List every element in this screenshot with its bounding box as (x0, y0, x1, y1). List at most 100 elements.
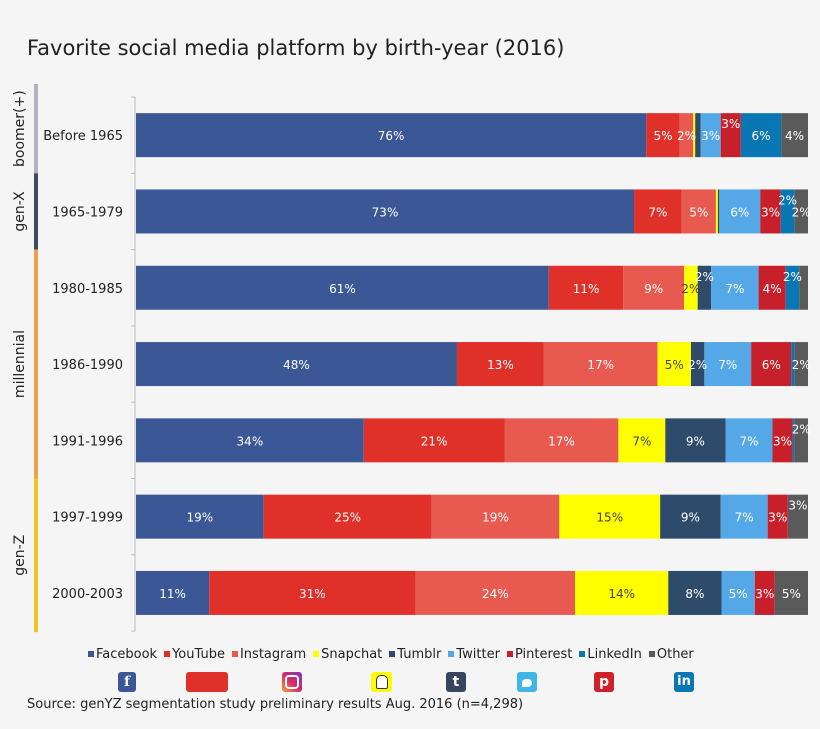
bar-segment-youtube (209, 570, 416, 615)
category-label: 1986-1990 (52, 358, 123, 373)
group-bar-gen-Z (34, 478, 38, 633)
legend-swatch (231, 651, 238, 657)
bar-segment-linkedin (791, 342, 795, 387)
tumblr-icon: t (446, 672, 466, 692)
bar-segment-youtube (548, 265, 624, 310)
category-label: 1991-1996 (52, 434, 123, 449)
data-label: 15% (596, 511, 623, 525)
bar-segment-tumblr (660, 494, 721, 539)
legend-item: Other (648, 647, 694, 662)
data-label: 5% (653, 129, 672, 143)
bar-segment-linkedin (780, 189, 795, 234)
data-label: 7% (632, 434, 651, 448)
data-label: 2% (783, 270, 802, 284)
group-label: boomer(+) (12, 90, 28, 167)
bar-segment-pinterest (754, 570, 775, 615)
legend-swatch (88, 651, 94, 657)
data-label: 3% (773, 434, 792, 448)
data-label: 5% (689, 205, 708, 219)
data-label: 7% (740, 434, 759, 448)
legend-item: Twitter (448, 647, 500, 662)
bar-segment-other (799, 265, 808, 310)
bar-segment-twitter (720, 494, 768, 539)
legend-label: Other (656, 647, 694, 662)
data-label: 11% (573, 282, 600, 296)
facebook-icon: f (118, 672, 136, 692)
source-note: Source: genYZ segmentation study prelimi… (27, 697, 524, 712)
legend-swatch (164, 651, 171, 657)
legend-item: LinkedIn (579, 647, 642, 662)
twitter-icon (517, 672, 537, 692)
bar-segment-pinterest (758, 265, 786, 310)
legend-item: Pinterest (506, 647, 573, 662)
data-label: 24% (482, 587, 509, 601)
bar-segment-twitter (725, 418, 773, 463)
bar-segment-facebook (136, 189, 635, 234)
linkedin-icon: in (674, 672, 694, 692)
category-label: 2000-2003 (52, 587, 123, 602)
legend-swatch (506, 651, 513, 657)
data-label: 4% (763, 282, 782, 296)
bar-segment-youtube (646, 113, 680, 158)
bar-segment-twitter (721, 570, 755, 615)
category-label: 1980-1985 (52, 282, 123, 297)
data-label: 2% (778, 193, 797, 207)
data-label: 9% (644, 282, 663, 296)
legend-swatch (389, 651, 396, 657)
data-label: 73% (372, 205, 399, 219)
data-label: 2% (681, 282, 700, 296)
bar-segment-pinterest (767, 494, 788, 539)
group-bar-gen-X (34, 173, 38, 250)
data-label: 2% (677, 129, 696, 143)
bar-segment-facebook (136, 570, 210, 615)
legend-label: Twitter (456, 647, 500, 662)
bar-segment-snapchat (684, 265, 698, 310)
data-label: 7% (725, 282, 744, 296)
bar-segment-pinterest (772, 418, 793, 463)
data-label: 6% (751, 129, 770, 143)
bar-segment-other (787, 494, 808, 539)
bar-segment-twitter (711, 265, 759, 310)
data-label: 13% (487, 358, 514, 372)
bar-segment-snapchat (715, 189, 718, 234)
data-label: 2% (688, 358, 707, 372)
legend-swatch (648, 651, 655, 657)
data-label: 61% (329, 282, 356, 296)
legend-label: Tumblr (397, 647, 442, 662)
bar-segment-other (794, 189, 808, 234)
bar-segment-youtube (363, 418, 505, 463)
bar-segment-other (781, 113, 808, 158)
data-label: 7% (735, 511, 754, 525)
legend: Facebook YouTube Instagram Snapchat Tumblr Tw… (88, 647, 701, 662)
data-label: 3% (755, 587, 774, 601)
data-label: 6% (762, 358, 781, 372)
bar-segment-linkedin (792, 418, 795, 463)
legend-label: YouTube (172, 647, 225, 662)
data-label: 4% (785, 129, 804, 143)
data-label: 3% (761, 205, 780, 219)
bar-segment-youtube (634, 189, 682, 234)
bar-segment-pinterest (720, 113, 741, 158)
bar-segment-linkedin (740, 113, 782, 158)
group-label: gen-Z (12, 535, 28, 576)
data-label: 7% (648, 205, 667, 219)
data-label: 48% (283, 358, 310, 372)
legend-label: Instagram (239, 647, 307, 662)
bar-segment-snapchat (657, 342, 691, 387)
legend-label: Pinterest (514, 647, 573, 662)
data-label: 6% (730, 205, 749, 219)
bar-segment-twitter (700, 113, 721, 158)
bar-segment-facebook (136, 342, 457, 387)
data-label: 3% (768, 511, 787, 525)
data-label: 17% (548, 434, 575, 448)
bar-segment-instagram (543, 342, 658, 387)
chart-title: Favorite social media platform by birth-… (27, 36, 565, 60)
bar-segment-instagram (415, 570, 576, 615)
data-label: 3% (721, 117, 740, 131)
legend-swatch (313, 651, 320, 657)
bar-segment-instagram (623, 265, 685, 310)
bar-segment-snapchat (693, 113, 696, 158)
legend-label: LinkedIn (587, 647, 642, 662)
data-label: 3% (788, 499, 807, 513)
bar-segment-linkedin (785, 265, 800, 310)
